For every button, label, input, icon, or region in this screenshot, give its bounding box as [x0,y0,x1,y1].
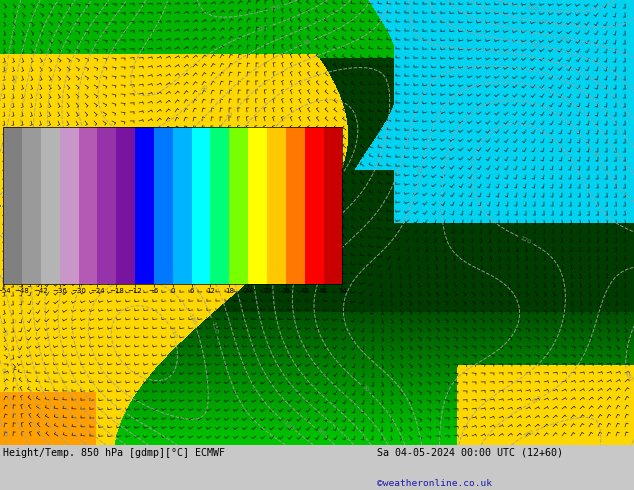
Text: ©weatheronline.co.uk: ©weatheronline.co.uk [377,479,492,488]
Text: 120: 120 [519,235,531,245]
Text: -150: -150 [210,319,219,334]
Text: 90: 90 [0,429,7,438]
Text: -30: -30 [16,293,23,304]
Text: -60: -60 [142,212,152,218]
Text: 180: 180 [522,429,535,439]
Text: -90: -90 [539,19,550,25]
Text: -60: -60 [558,35,569,41]
Text: -120: -120 [3,60,10,75]
Text: 60: 60 [303,39,312,47]
Text: 60: 60 [418,165,425,173]
Text: 30: 30 [226,110,235,119]
Text: -60: -60 [16,124,23,135]
Text: 120: 120 [256,24,269,33]
Text: 180: 180 [623,370,633,382]
Text: 0: 0 [485,48,489,53]
Text: 90: 90 [200,84,209,93]
Text: 60: 60 [0,368,6,376]
Text: -90: -90 [314,427,326,437]
Text: -90: -90 [13,74,20,84]
Text: 30: 30 [361,384,370,393]
Text: 0: 0 [234,132,240,138]
Text: Height/Temp. 850 hPa [gdmp][°C] ECMWF: Height/Temp. 850 hPa [gdmp][°C] ECMWF [3,448,225,458]
Text: 150: 150 [269,4,281,12]
Text: Sa 04-05-2024 00:00 UTC (12+60): Sa 04-05-2024 00:00 UTC (12+60) [377,448,563,458]
Text: -30: -30 [529,42,541,49]
Text: -30: -30 [308,197,320,207]
Text: 0: 0 [10,318,15,323]
Text: 150: 150 [531,395,543,405]
Text: -120: -120 [281,418,295,431]
Text: -120: -120 [524,5,539,12]
Text: -180: -180 [187,311,197,326]
Text: 90: 90 [592,150,600,160]
Text: 30: 30 [1,328,8,337]
Text: -210: -210 [167,325,178,340]
